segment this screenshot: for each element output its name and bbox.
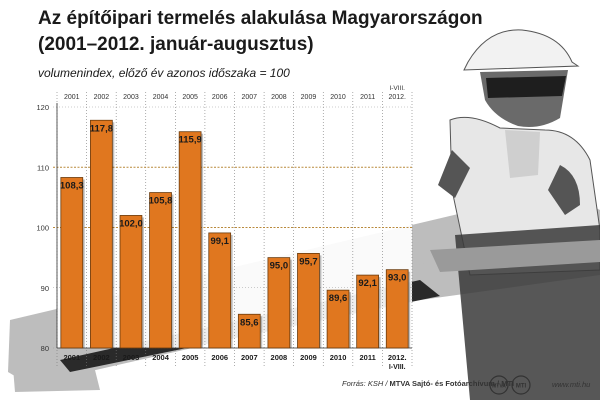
y-tick-label: 110	[37, 163, 49, 172]
bar-value-label: 95,7	[299, 256, 318, 267]
y-tick-label: 120	[36, 103, 49, 112]
x-tick-label-top: 2010	[330, 94, 346, 101]
chart-title-line-2: (2001–2012. január-augusztus)	[38, 34, 314, 55]
bar-value-label: 108,3	[60, 180, 84, 191]
bar	[119, 215, 143, 349]
bar-value-label: 105,8	[149, 196, 173, 207]
source-agency: MTVA Sajtó- és Fotóarchívum / MTI	[389, 379, 515, 388]
x-tick-label-bottom: 2003	[123, 353, 140, 362]
x-tick-label-top: 2011	[360, 94, 375, 101]
x-tick-sublabel-bottom: I-VIII.	[389, 364, 406, 371]
bar	[237, 313, 261, 349]
bar	[178, 131, 202, 349]
bar	[356, 274, 379, 349]
bar-value-label: 115,9	[179, 135, 202, 146]
x-tick-label-bottom: 2001	[63, 353, 80, 362]
bar-value-label: 99,1	[210, 236, 229, 247]
website-url: www.mti.hu	[552, 380, 591, 389]
x-tick-label-top: 2005	[182, 94, 198, 101]
x-tick-sublabel-top: I-VIII.	[389, 85, 405, 92]
chart-subtitle: volumenindex, előző év azonos időszaka =…	[38, 66, 290, 80]
x-tick-label-top: 2003	[123, 94, 139, 101]
bar	[149, 192, 172, 349]
x-tick-label-top: 2004	[153, 94, 169, 101]
y-tick-label: 100	[36, 224, 49, 233]
x-tick-label-bottom: 2002	[93, 353, 110, 362]
bar	[385, 269, 409, 349]
x-tick-label-bottom: 2011	[359, 353, 375, 362]
x-tick-label-bottom: 2008	[271, 353, 288, 362]
x-tick-label-bottom: 2006	[211, 353, 228, 362]
bar	[90, 119, 113, 349]
bar	[267, 257, 291, 349]
bar-value-label: 117,8	[90, 123, 113, 134]
bar-value-label: 93,0	[388, 273, 407, 284]
x-tick-label-bottom: 2010	[330, 353, 347, 362]
bar	[208, 232, 232, 349]
bar-value-label: 85,6	[240, 317, 259, 328]
bar-value-label: 92,1	[358, 278, 377, 289]
logo-mti: MTI	[516, 384, 527, 390]
y-tick-label: 90	[41, 284, 49, 293]
x-tick-label-top: 2012.	[388, 94, 406, 101]
x-tick-label-top: 2006	[212, 94, 228, 101]
x-tick-label-bottom: 2009	[300, 353, 317, 362]
x-tick-label-bottom: 2005	[182, 353, 199, 362]
x-tick-label-bottom: 2004	[152, 353, 170, 362]
source-credit: Forrás: KSH / MTVA Sajtó- és Fotóarchívu…	[342, 379, 514, 388]
bar-value-label: 89,6	[329, 293, 348, 304]
x-tick-label-top: 2008	[271, 94, 287, 101]
agency-logos: MTVA MTI	[489, 375, 531, 395]
bar-value-label: 102,0	[119, 218, 143, 229]
x-tick-label-bottom: 2007	[241, 353, 258, 362]
x-tick-label-top: 2007	[242, 94, 258, 101]
bar	[297, 253, 320, 349]
x-tick-label-bottom: 2012.	[388, 353, 407, 362]
y-tick-label: 80	[41, 344, 49, 353]
chart-title-line-1: Az építőipari termelés alakulása Magyaro…	[38, 8, 483, 29]
bar	[326, 289, 350, 349]
bar	[60, 177, 84, 349]
bar-value-label: 95,0	[270, 261, 289, 272]
x-tick-label-top: 2009	[301, 94, 317, 101]
source-prefix: Forrás: KSH /	[342, 379, 390, 388]
logo-mtva: MTVA	[492, 384, 506, 390]
x-tick-label-top: 2002	[94, 94, 110, 101]
x-tick-label-top: 2001	[64, 94, 80, 101]
